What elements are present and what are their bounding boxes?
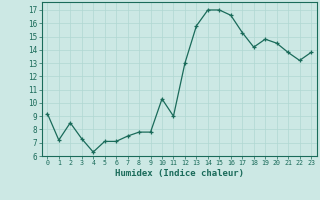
X-axis label: Humidex (Indice chaleur): Humidex (Indice chaleur): [115, 169, 244, 178]
